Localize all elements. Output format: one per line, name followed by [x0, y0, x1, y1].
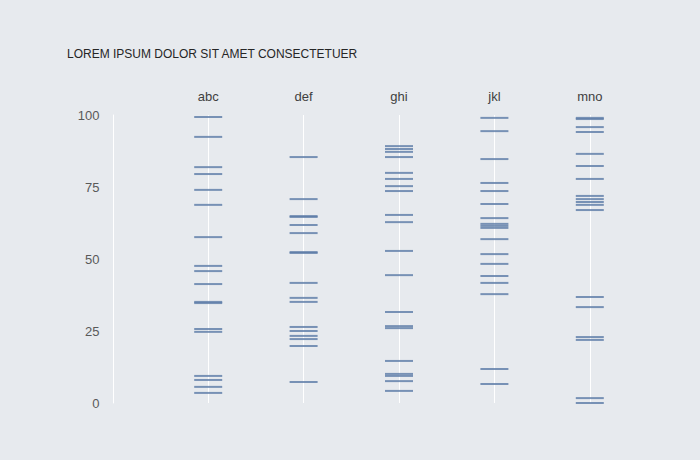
- svg-text:mno: mno: [577, 89, 602, 104]
- svg-text:abc: abc: [198, 89, 219, 104]
- svg-text:50: 50: [85, 252, 99, 267]
- svg-text:LOREM IPSUM DOLOR SIT AMET CON: LOREM IPSUM DOLOR SIT AMET CONSECTETUER: [67, 47, 358, 61]
- svg-text:jkl: jkl: [487, 89, 500, 104]
- svg-text:def: def: [295, 89, 313, 104]
- svg-text:100: 100: [78, 108, 100, 123]
- svg-text:25: 25: [85, 324, 99, 339]
- svg-text:ghi: ghi: [390, 89, 407, 104]
- svg-text:75: 75: [85, 180, 99, 195]
- svg-text:0: 0: [92, 396, 99, 411]
